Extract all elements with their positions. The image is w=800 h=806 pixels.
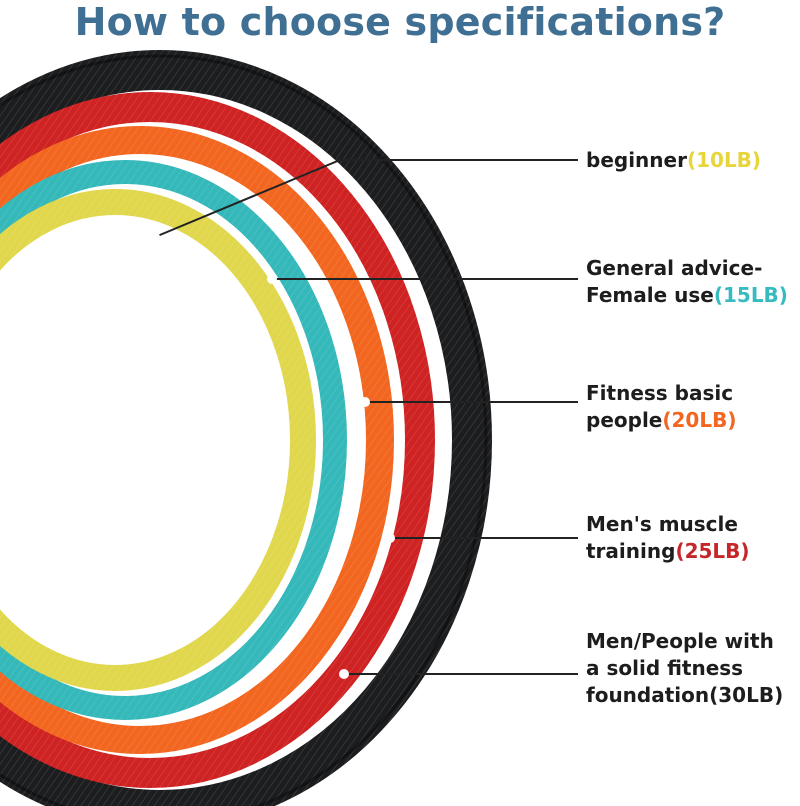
leader-lines	[154, 159, 578, 675]
black-band-texture	[0, 50, 492, 806]
leader-dot-20lb	[360, 397, 370, 407]
spec-label-10lb-text: beginner	[586, 148, 687, 172]
spec-label-30lb: Men/People with a solid fitness foundati…	[586, 628, 783, 709]
spec-label-20lb-line1: Fitness basic	[586, 381, 734, 405]
leader-dot-10lb	[150, 232, 160, 242]
red-band-texture	[0, 92, 435, 788]
leader-dot-25lb	[385, 533, 395, 543]
spec-label-30lb-line1: Men/People with	[586, 629, 774, 653]
spec-label-20lb-text: people	[586, 408, 663, 432]
spec-label-25lb-value: (25LB)	[675, 539, 750, 563]
orange-band-texture	[0, 126, 394, 754]
black-band-edge	[0, 54, 488, 806]
spec-label-15lb-value: (15LB)	[713, 283, 788, 307]
leader-dot-30lb	[339, 669, 349, 679]
spec-label-15lb: General advice- Female use(15LB)	[586, 255, 788, 309]
spec-label-25lb-text: training	[586, 539, 676, 563]
leader-dots	[150, 232, 395, 679]
leader-dot-15lb	[267, 274, 277, 284]
teal-band-texture	[0, 160, 347, 720]
spec-label-30lb-text: foundation	[586, 683, 710, 707]
page-title: How to choose specifications?	[74, 0, 726, 44]
leader-line-10lb	[154, 159, 578, 238]
yellow-band-texture	[0, 189, 316, 691]
spec-label-20lb: Fitness basic people(20LB)	[586, 380, 736, 434]
spec-label-25lb: Men's muscle training(25LB)	[586, 511, 750, 565]
spec-label-10lb: beginner(10LB)	[586, 147, 761, 174]
spec-label-20lb-value: (20LB)	[662, 408, 737, 432]
spec-label-15lb-line1: General advice-	[586, 256, 763, 280]
spec-label-30lb-line2: a solid fitness	[586, 656, 744, 680]
spec-label-10lb-value: (10LB)	[686, 148, 762, 172]
spec-label-30lb-value: (30LB)	[709, 683, 784, 707]
spec-label-25lb-line1: Men's muscle	[586, 512, 738, 536]
spec-label-15lb-text: Female use	[586, 283, 714, 307]
